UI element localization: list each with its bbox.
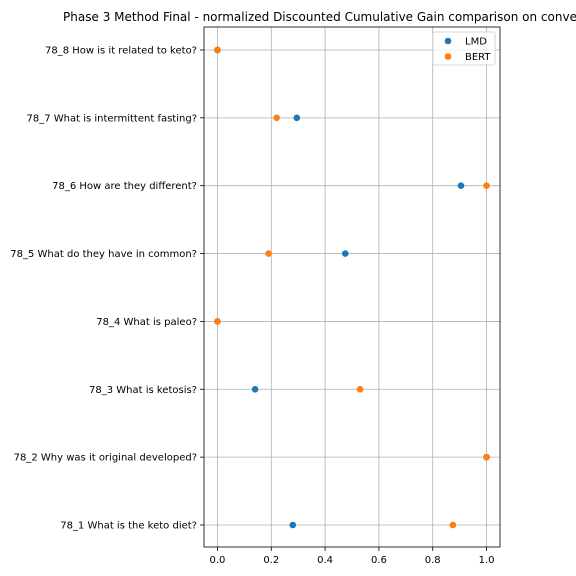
point-lmd [251, 385, 259, 393]
y-tick-label: 78_1 What is the keto diet? [60, 521, 197, 532]
legend-marker-bert [444, 53, 452, 60]
point-bert [483, 453, 490, 461]
legend: LMD BERT [432, 31, 496, 66]
point-bert [214, 318, 221, 325]
x-tick-label: 0.6 [371, 555, 387, 566]
y-tick-label: 78_6 How are they different? [52, 181, 197, 192]
y-tick-label: 78_4 What is paleo? [96, 317, 197, 328]
y-tick-label: 78_2 Why was it original developed? [14, 453, 197, 464]
point-bert [273, 114, 280, 122]
legend-label-bert: BERT [465, 52, 491, 63]
point-bert [214, 46, 221, 54]
y-tick-label: 78_3 What is ketosis? [89, 385, 197, 396]
chart-title: Phase 3 Method Final - normalized Discou… [63, 10, 576, 24]
x-tick-label: 0.0 [210, 555, 226, 566]
x-tick-label: 0.8 [425, 555, 441, 566]
point-lmd [457, 182, 465, 189]
grid [204, 27, 500, 547]
point-lmd [293, 114, 301, 122]
x-tick-label: 0.4 [317, 555, 333, 566]
data-points [214, 46, 490, 529]
point-lmd [289, 521, 297, 529]
y-tick-label: 78_8 How is it related to keto? [45, 45, 197, 56]
axis-ticks: 0.0 0.2 0.4 0.6 0.8 1.0 78_1 What is the keto … [10, 45, 494, 566]
x-tick-label: 0.2 [263, 555, 279, 566]
point-bert [265, 250, 272, 257]
legend-marker-lmd [444, 37, 452, 45]
plot-area-frame [203, 26, 501, 548]
point-bert [449, 521, 457, 529]
y-tick-label: 78_5 What do they have in common? [10, 249, 197, 260]
x-tick-label: 1.0 [479, 555, 495, 566]
point-bert [356, 385, 364, 393]
point-lmd [341, 250, 349, 257]
legend-label-lmd: LMD [465, 37, 487, 48]
y-tick-label: 78_7 What is intermittent fasting? [26, 113, 197, 124]
point-bert [483, 182, 490, 189]
